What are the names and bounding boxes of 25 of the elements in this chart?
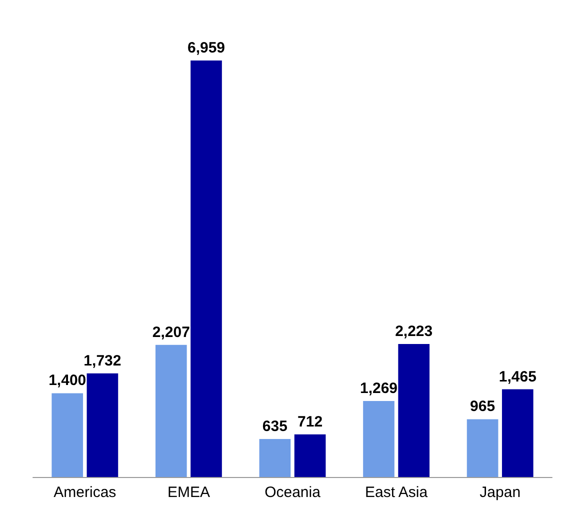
bar bbox=[190, 60, 222, 477]
data-label: 1,732 bbox=[84, 352, 122, 370]
x-tick-label: East Asia bbox=[365, 484, 428, 501]
bar bbox=[86, 373, 118, 477]
bar bbox=[52, 393, 84, 477]
data-label: 2,207 bbox=[152, 324, 190, 341]
bar bbox=[363, 401, 394, 477]
x-tick-label: Americas bbox=[54, 484, 116, 501]
bar bbox=[502, 389, 534, 477]
x-tick-label: EMEA bbox=[167, 484, 210, 501]
bar bbox=[294, 434, 326, 477]
x-tick-label: Japan bbox=[480, 484, 521, 501]
data-label: 1,400 bbox=[48, 372, 86, 390]
data-label: 1,269 bbox=[360, 380, 398, 398]
data-label: 1,465 bbox=[498, 368, 536, 386]
bar bbox=[259, 438, 291, 477]
bar bbox=[398, 344, 430, 477]
data-label: 965 bbox=[470, 398, 496, 416]
bar bbox=[466, 419, 498, 477]
data-label: 2,223 bbox=[395, 322, 433, 340]
x-tick-label: Oceania bbox=[264, 484, 322, 501]
data-label: 712 bbox=[298, 413, 323, 430]
data-label: 635 bbox=[262, 418, 288, 435]
bar bbox=[155, 344, 187, 477]
data-label: 6,959 bbox=[187, 39, 226, 56]
